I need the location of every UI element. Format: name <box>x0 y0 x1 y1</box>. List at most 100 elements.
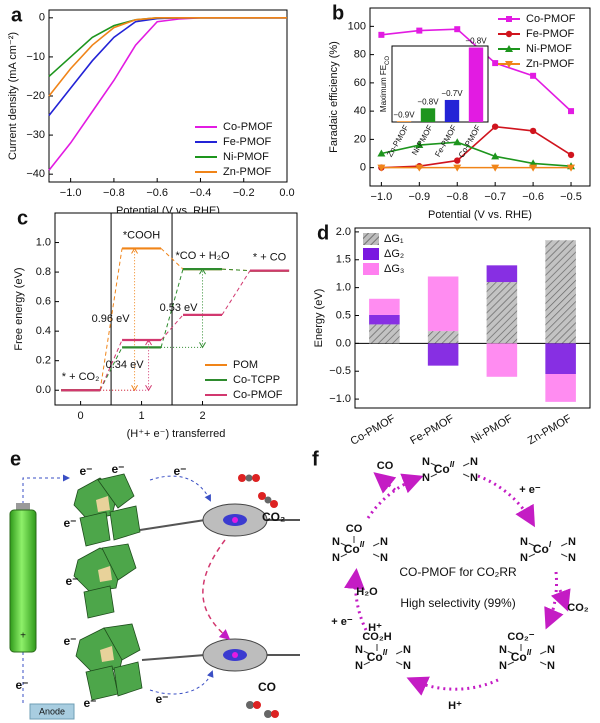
marker <box>454 157 461 164</box>
y-tick-label: −20 <box>26 90 45 102</box>
legend-label: POM <box>233 359 258 371</box>
level-label: *CO + H₂O <box>175 250 230 262</box>
ligand-label: N <box>547 644 555 656</box>
bar-segment <box>369 298 400 315</box>
bar-segment <box>486 343 518 377</box>
anode-label: Anode <box>39 706 65 716</box>
bar-segment <box>427 276 459 332</box>
x-tick-label: −0.8 <box>103 187 125 199</box>
polyoxometalate <box>73 473 143 701</box>
legend-swatch <box>363 248 379 260</box>
legend-label: Zn-PMOF <box>223 166 272 178</box>
x-tick-label: 0 <box>78 410 84 422</box>
battery <box>9 509 37 653</box>
electron-label: e⁻ <box>15 678 28 692</box>
bar-annotation: −0.7V <box>441 89 463 98</box>
bar-segment <box>486 265 518 283</box>
marker <box>567 164 576 172</box>
y-axis-label: Current density (mA cm⁻²) <box>7 32 19 160</box>
bar <box>396 121 412 122</box>
legend-label: Co-PMOF <box>526 13 576 25</box>
barrier-label: 0.96 eV <box>92 313 131 325</box>
y-tick-label: −0.5 <box>329 365 351 377</box>
legend-label: ΔG₃ <box>384 263 404 275</box>
barrier-arrow-head <box>131 247 138 392</box>
electron-path <box>149 670 214 695</box>
ligand-label: N <box>422 472 430 484</box>
energy-connector <box>160 314 184 341</box>
y-tick-label: 0.8 <box>36 266 51 278</box>
ligand-label: N <box>380 536 388 548</box>
ligand-label: N <box>499 660 507 672</box>
plot-frame <box>48 9 288 183</box>
category-label: Co-PMOF <box>348 413 397 448</box>
bond <box>507 650 515 655</box>
bar-annotation: −0.9V <box>393 110 415 119</box>
legend-swatch <box>363 263 379 275</box>
oxidation-state: II <box>383 648 388 657</box>
transfer-arrow <box>202 539 231 640</box>
ligand-label: N <box>520 536 528 548</box>
y-axis-label: Maximum FECO <box>379 56 390 112</box>
ligand-label: N <box>520 552 528 564</box>
y-tick-label: 0 <box>360 162 366 174</box>
x-tick-label: −0.9 <box>408 191 430 203</box>
y-tick-label: 20 <box>354 133 366 145</box>
y-tick-label: 100 <box>348 20 366 32</box>
bond <box>363 650 371 655</box>
legend-label: Fe-PMOF <box>223 136 272 148</box>
bar-segment <box>545 343 576 375</box>
bond <box>539 661 547 666</box>
x-tick-label: −0.6 <box>522 191 544 203</box>
marker <box>568 108 575 115</box>
cycle-subtitle: High selectivity (99%) <box>400 596 515 610</box>
y-tick-label: −30 <box>26 129 45 141</box>
y-axis-label: Free energy (eV) <box>13 267 25 350</box>
barrier-arrow-head <box>145 339 152 392</box>
ligand-label: N <box>568 552 576 564</box>
y-tick-label: −40 <box>26 168 45 180</box>
electron-label: e⁻ <box>111 462 124 476</box>
x-tick-label: −1.0 <box>60 187 82 199</box>
bond <box>395 650 403 655</box>
electron-label: e⁻ <box>63 634 76 648</box>
barrier-label: 0.53 eV <box>160 302 199 314</box>
panel-label: d <box>317 222 329 244</box>
legend-swatch <box>363 233 379 245</box>
y-tick-label: 0.2 <box>36 355 51 367</box>
electron-label: e⁻ <box>79 464 92 478</box>
y-tick-label: 40 <box>354 105 366 117</box>
ligand-label: N <box>355 644 363 656</box>
x-axis-label: (H⁺+ e⁻) transferred <box>127 428 226 440</box>
ligand-label: N <box>332 536 340 548</box>
step-label: CO₂ <box>567 602 589 614</box>
bar-segment <box>427 343 459 366</box>
legend-label: Zn-PMOF <box>526 58 575 70</box>
bar-segment <box>545 374 576 402</box>
legend-label: ΔG₁ <box>384 233 404 245</box>
bar <box>468 47 484 122</box>
anode-box <box>29 703 75 720</box>
y-axis-label-sub: CO <box>385 56 391 65</box>
marker <box>453 138 462 146</box>
level-label: *COOH <box>123 229 160 241</box>
polyoxometalate-core <box>96 496 114 662</box>
co2-molecules <box>238 474 279 718</box>
x-tick-label: 0.0 <box>279 187 294 199</box>
porphyrin <box>202 503 268 672</box>
bond <box>528 542 536 547</box>
marker <box>529 164 538 172</box>
bond <box>340 553 348 558</box>
step-label: + e⁻ <box>331 616 353 628</box>
electron-label: e⁻ <box>83 696 96 710</box>
y-tick-label: 0.6 <box>36 296 51 308</box>
bar-segment <box>369 314 400 325</box>
ligand-label: N <box>499 644 507 656</box>
electron-path <box>149 475 211 502</box>
x-tick-label: −0.8 <box>446 191 468 203</box>
bond <box>372 542 380 547</box>
x-tick-label: 2 <box>199 410 205 422</box>
marker <box>415 141 424 149</box>
bar-segment <box>545 240 576 344</box>
marker <box>567 151 575 159</box>
